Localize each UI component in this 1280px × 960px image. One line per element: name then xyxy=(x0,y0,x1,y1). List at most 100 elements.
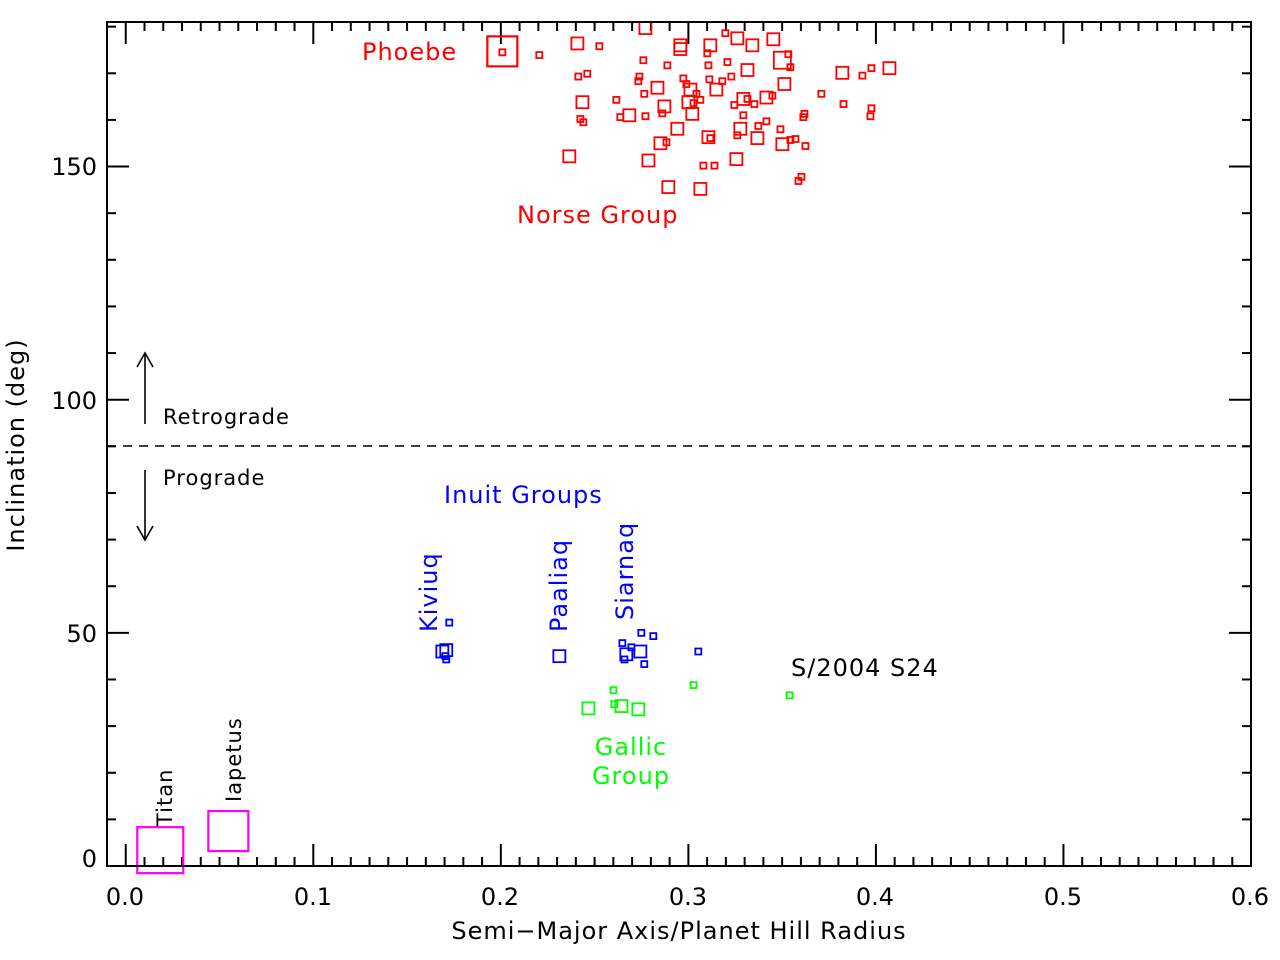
norse-moon-point xyxy=(622,108,637,123)
norse-moon-point xyxy=(570,36,585,51)
norse-moon-point xyxy=(786,63,795,72)
x-axis-title: Semi−Major Axis/Planet Hill Radius xyxy=(451,917,906,945)
y-axis-title: Inclination (deg) xyxy=(2,338,30,551)
label-norse-group: Norse Group xyxy=(517,201,678,229)
norse-moon-point xyxy=(657,99,672,114)
inuit-moon-point xyxy=(633,644,648,659)
norse-moon-point xyxy=(740,63,755,77)
norse-moon-point xyxy=(692,89,701,98)
data-points xyxy=(136,21,897,875)
x-tick-label: 0.5 xyxy=(1044,883,1082,911)
norse-moon-point xyxy=(867,104,876,113)
y-tick-label: 150 xyxy=(51,153,97,181)
prograde-arrow-icon xyxy=(136,470,154,542)
norse-moon-point xyxy=(858,71,867,80)
norse-moon-point xyxy=(658,109,667,118)
norse-moon-point xyxy=(640,89,649,98)
norse-moon-point xyxy=(662,138,671,147)
norse-moon-point xyxy=(775,137,790,152)
norse-moon-point xyxy=(817,89,826,98)
norse-moon-point xyxy=(641,153,656,168)
label-siarnaq: Siarnaq xyxy=(611,522,639,620)
inuit-moon-point xyxy=(618,639,627,648)
norse-moon-point xyxy=(754,122,763,130)
norse-moon-point xyxy=(575,95,590,110)
norse-moon-point xyxy=(721,29,730,38)
gallic-moon-point xyxy=(631,702,646,717)
retrograde-arrow-icon xyxy=(136,351,154,424)
inuit-moon-point xyxy=(552,649,567,664)
gallic-moon-point xyxy=(609,686,618,695)
norse-moon-point xyxy=(701,130,716,145)
inuit-moon-point xyxy=(637,628,646,637)
label-gallic-group: Group xyxy=(592,762,670,790)
norse-moon-point xyxy=(535,51,544,60)
norse-moon-point xyxy=(689,99,698,108)
norse-moon-point xyxy=(723,58,732,67)
norse-moon-point xyxy=(766,32,781,47)
norse-moon-point xyxy=(776,125,785,134)
norse-moon-point xyxy=(750,131,765,146)
plot-frame xyxy=(106,21,1252,867)
norse-moon-point xyxy=(704,61,713,70)
norse-moon-point xyxy=(736,92,751,106)
norse-moon-point xyxy=(791,135,800,143)
norse-moon-point xyxy=(777,77,792,91)
norse-moon-point xyxy=(583,69,592,78)
gallic-moon-point xyxy=(610,700,619,709)
x-tick-label: 0.1 xyxy=(294,883,332,911)
norse-moon-point xyxy=(574,72,583,81)
norse-moon-point xyxy=(745,38,760,53)
norse-moon-point xyxy=(839,100,848,108)
norse-moon-point xyxy=(772,50,792,70)
label-s2004-s24: S/2004 S24 xyxy=(791,654,939,682)
label-kiviuq: Kiviuq xyxy=(415,552,443,632)
norse-moon-point xyxy=(750,100,759,108)
norse-moon-point xyxy=(673,42,688,56)
inuit-moon-point xyxy=(619,647,634,662)
norse-moon-point xyxy=(718,77,727,86)
gallic-moon-point xyxy=(581,701,596,716)
regular-moon-point xyxy=(207,809,250,853)
label-retrograde: Retrograde xyxy=(163,405,290,429)
norse-moon-point xyxy=(683,82,698,97)
norse-moon-point xyxy=(661,180,676,194)
norse-moon-point xyxy=(784,50,793,59)
x-tick-label: 0.6 xyxy=(1231,883,1269,911)
norse-moon-point xyxy=(616,113,625,122)
x-tick-label: 0.2 xyxy=(481,883,519,911)
x-tick-label: 0.4 xyxy=(856,883,894,911)
y-tick-label: 100 xyxy=(51,387,97,415)
y-tick-label: 50 xyxy=(66,620,97,648)
norse-moon-point xyxy=(794,177,803,185)
norse-moon-point xyxy=(705,75,714,84)
norse-moon-point xyxy=(562,149,577,164)
norse-moon-point xyxy=(799,113,808,122)
norse-moon-point xyxy=(653,136,668,151)
norse-moon-point xyxy=(835,65,850,80)
norse-moon-point xyxy=(706,134,715,143)
x-tick-label: 0.0 xyxy=(106,883,144,911)
inuit-moon-point xyxy=(649,632,658,641)
inuit-moon-point xyxy=(620,655,629,664)
x-tick-label: 0.3 xyxy=(669,883,707,911)
norse-moon-point xyxy=(730,31,745,46)
regular-moon-point xyxy=(136,826,185,875)
inuit-moon-point xyxy=(627,643,636,652)
gallic-moon-point xyxy=(689,681,698,689)
axis-ticks xyxy=(107,22,1252,867)
norse-moon-point xyxy=(663,61,672,70)
norse-moon-point xyxy=(882,61,897,76)
norse-moon-point xyxy=(595,42,604,51)
label-phoebe: Phoebe xyxy=(362,38,457,66)
norse-moon-point xyxy=(699,161,708,170)
norse-moon-point xyxy=(730,101,739,109)
label-gallic: Gallic xyxy=(595,733,668,761)
norse-moon-point xyxy=(762,117,771,126)
norse-moon-point xyxy=(673,38,688,53)
norse-moon-point xyxy=(729,152,744,166)
norse-moon-point xyxy=(693,182,708,196)
inuit-moon-point xyxy=(445,618,454,627)
inuit-moon-point xyxy=(640,660,649,668)
